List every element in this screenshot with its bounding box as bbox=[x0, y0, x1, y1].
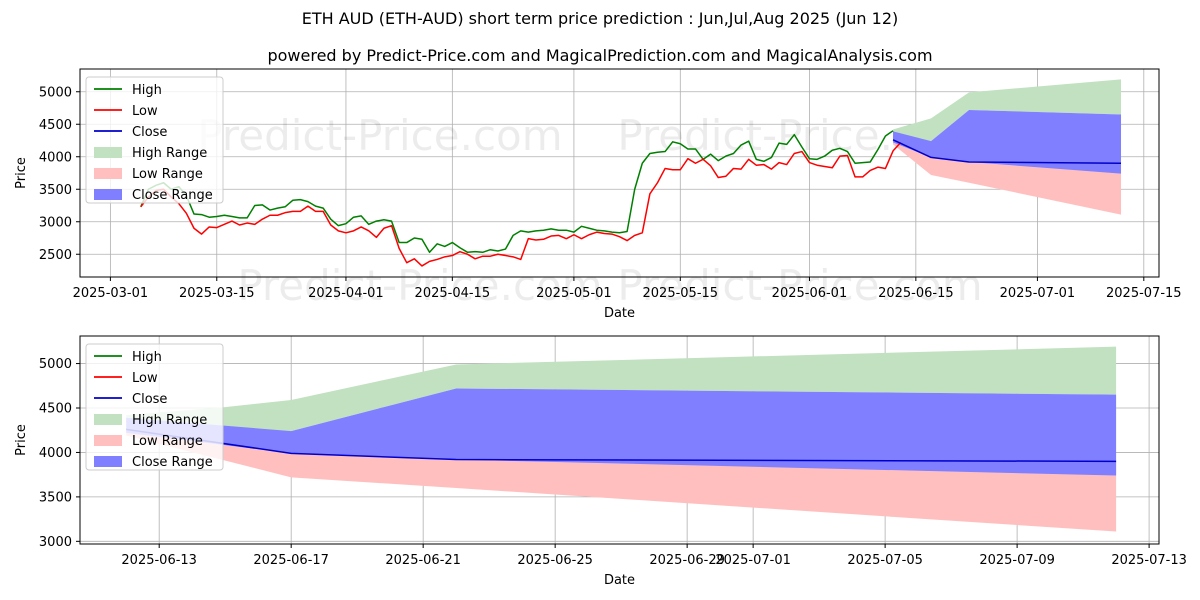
legend-label: High Range bbox=[132, 146, 207, 161]
watermark-text: Predict-Price.com bbox=[617, 261, 982, 310]
x-tick-label: 2025-06-25 bbox=[517, 553, 593, 568]
plot-area bbox=[140, 79, 1122, 267]
legend: High Low Close High Range Low Range Close Ran… bbox=[85, 343, 224, 471]
x-tick-label: 2025-06-17 bbox=[253, 553, 329, 568]
x-tick-label: 2025-03-15 bbox=[179, 286, 255, 301]
legend-label: Close Range bbox=[132, 455, 213, 470]
x-axis-label: Date bbox=[604, 573, 635, 588]
x-tick-label: 2025-07-01 bbox=[1000, 286, 1076, 301]
legend-swatch bbox=[94, 456, 122, 467]
legend-swatch bbox=[94, 168, 122, 179]
panel-1: Predict-Price.com Predict-Price.com Predic… bbox=[14, 68, 1182, 321]
x-tick-label: 2025-05-01 bbox=[536, 286, 612, 301]
legend-swatch bbox=[94, 435, 122, 446]
y-tick-label: 3000 bbox=[39, 215, 72, 230]
y-tick-label: 4500 bbox=[39, 118, 72, 133]
x-tick-label: 2025-07-01 bbox=[715, 553, 791, 568]
high-range-band bbox=[893, 79, 1122, 143]
y-tick-label: 5000 bbox=[39, 357, 72, 372]
legend-label: Close bbox=[132, 125, 167, 140]
plot-area bbox=[126, 346, 1117, 532]
low-line bbox=[140, 141, 902, 267]
x-tick-label: 2025-06-01 bbox=[772, 286, 848, 301]
legend-label: High bbox=[132, 83, 162, 98]
y-axis-label: Price bbox=[14, 157, 29, 189]
legend-label: Low bbox=[132, 104, 158, 119]
y-tick-label: 4000 bbox=[39, 150, 72, 165]
chart-title: ETH AUD (ETH-AUD) short term price predi… bbox=[301, 9, 899, 28]
legend-label: Close bbox=[132, 392, 167, 407]
close-range-band bbox=[893, 109, 1122, 174]
y-tick-label: 2500 bbox=[39, 248, 72, 263]
low-range-band bbox=[893, 142, 1122, 215]
x-tick-label: 2025-04-15 bbox=[415, 286, 491, 301]
y-tick-label: 4000 bbox=[39, 446, 72, 461]
x-tick-label: 2025-06-13 bbox=[121, 553, 197, 568]
legend-label: High bbox=[132, 350, 162, 365]
y-tick-label: 3500 bbox=[39, 183, 72, 198]
x-tick-label: 2025-04-01 bbox=[308, 286, 384, 301]
y-axis-label: Price bbox=[14, 424, 29, 456]
x-tick-label: 2025-06-15 bbox=[878, 286, 954, 301]
high-range-band bbox=[126, 346, 1117, 433]
legend-label: Close Range bbox=[132, 188, 213, 203]
x-tick-label: 2025-07-09 bbox=[979, 553, 1055, 568]
high-line bbox=[140, 130, 894, 254]
close-line bbox=[892, 139, 1122, 164]
axes-frame bbox=[79, 68, 1160, 278]
x-tick-label: 2025-06-21 bbox=[385, 553, 461, 568]
x-tick-label: 2025-07-15 bbox=[1106, 286, 1182, 301]
x-tick-label: 2025-05-15 bbox=[643, 286, 719, 301]
y-tick-label: 3000 bbox=[39, 535, 72, 550]
legend-swatch bbox=[94, 189, 122, 200]
chart-subtitle: powered by Predict-Price.com and Magical… bbox=[267, 46, 933, 65]
x-tick-label: 2025-07-13 bbox=[1111, 553, 1187, 568]
legend-swatch bbox=[94, 147, 122, 158]
panel-2: Predict-Price.comPredict-Price.com2025-0… bbox=[14, 335, 1187, 588]
close-range-band bbox=[126, 388, 1117, 476]
low-range-band bbox=[126, 432, 1117, 532]
watermark-text: Predict-Price.com bbox=[197, 111, 562, 160]
watermark-text: Predict-Price.com bbox=[237, 261, 602, 310]
x-axis-label: Date bbox=[604, 306, 635, 321]
legend: High Low Close High Range Low Range Close Ran… bbox=[85, 76, 224, 204]
legend-label: Low Range bbox=[132, 167, 203, 182]
y-tick-label: 3500 bbox=[39, 490, 72, 505]
legend-swatch bbox=[94, 414, 122, 425]
axes-frame bbox=[79, 335, 1160, 545]
x-tick-label: 2025-03-01 bbox=[73, 286, 149, 301]
legend-label: High Range bbox=[132, 413, 207, 428]
legend-label: Low bbox=[132, 371, 158, 386]
x-tick-label: 2025-06-29 bbox=[649, 553, 725, 568]
x-tick-label: 2025-07-05 bbox=[847, 553, 923, 568]
y-tick-label: 5000 bbox=[39, 85, 72, 100]
legend-label: Low Range bbox=[132, 434, 203, 449]
y-tick-label: 4500 bbox=[39, 402, 72, 417]
